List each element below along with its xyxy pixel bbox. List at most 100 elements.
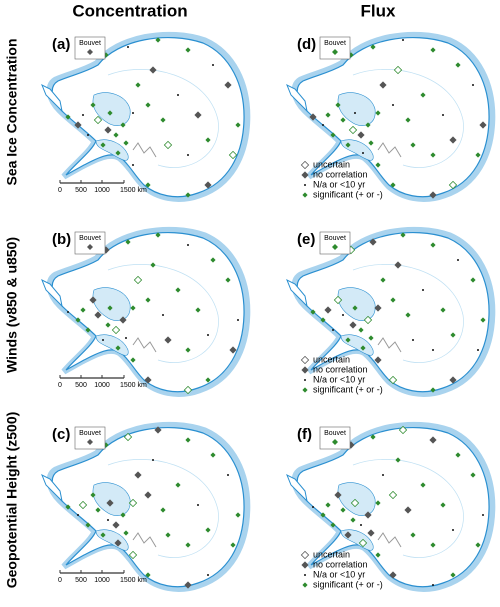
site-marker bbox=[184, 581, 192, 589]
site-marker bbox=[235, 122, 241, 128]
legend-marker bbox=[302, 582, 308, 588]
site-marker bbox=[362, 152, 364, 154]
site-marker bbox=[405, 117, 411, 123]
site-marker bbox=[100, 142, 106, 148]
scale-label: 0 bbox=[58, 577, 62, 584]
panel-label: (f) bbox=[297, 426, 312, 443]
site-marker bbox=[197, 504, 199, 506]
site-marker bbox=[357, 131, 365, 139]
site-marker bbox=[227, 474, 229, 476]
site-marker bbox=[90, 492, 96, 498]
site-marker bbox=[77, 514, 79, 516]
site-marker bbox=[332, 329, 334, 331]
site-marker bbox=[128, 498, 138, 508]
scale-label: 1500 km bbox=[120, 577, 147, 584]
site-marker bbox=[145, 182, 151, 188]
site-marker bbox=[420, 482, 426, 488]
site-marker bbox=[145, 297, 151, 303]
sea-ice-edge bbox=[291, 226, 496, 397]
site-marker bbox=[330, 522, 336, 528]
inset-marker bbox=[332, 244, 338, 250]
site-marker bbox=[449, 136, 457, 144]
site-marker bbox=[475, 542, 481, 548]
site-marker bbox=[103, 442, 109, 448]
site-marker bbox=[207, 574, 209, 576]
site-marker bbox=[440, 307, 446, 313]
site-marker bbox=[395, 457, 401, 463]
site-marker bbox=[152, 459, 154, 461]
site-marker bbox=[442, 114, 444, 116]
legend-marker bbox=[300, 160, 310, 170]
site-marker bbox=[177, 94, 179, 96]
map-panel: (c) Bouvet 0 500 1000 1500 km bbox=[41, 421, 251, 592]
site-marker bbox=[344, 531, 352, 539]
site-marker bbox=[120, 512, 126, 518]
site-marker bbox=[472, 84, 474, 86]
legend-marker bbox=[302, 387, 308, 393]
site-marker bbox=[175, 287, 181, 293]
site-marker bbox=[237, 319, 239, 321]
peninsula bbox=[286, 278, 308, 308]
site-marker bbox=[450, 572, 456, 578]
site-marker bbox=[352, 305, 358, 311]
site-marker bbox=[93, 115, 103, 125]
legend-label: significant (+ or -) bbox=[313, 384, 383, 394]
site-marker bbox=[430, 152, 436, 158]
site-marker bbox=[144, 491, 152, 499]
inset-label: Bouvet bbox=[324, 40, 346, 47]
site-marker bbox=[123, 432, 133, 442]
site-marker bbox=[185, 47, 191, 53]
site-marker bbox=[87, 134, 89, 136]
scale-label: 500 bbox=[75, 382, 87, 389]
site-marker bbox=[358, 538, 368, 548]
mountains bbox=[377, 142, 402, 158]
legend-label: no correlation bbox=[313, 559, 368, 569]
site-marker bbox=[429, 436, 437, 444]
site-marker bbox=[125, 239, 131, 245]
site-marker bbox=[388, 490, 398, 500]
site-marker bbox=[160, 507, 166, 513]
site-marker bbox=[144, 376, 152, 384]
contour bbox=[107, 69, 219, 168]
site-marker bbox=[470, 472, 476, 478]
site-marker bbox=[347, 441, 355, 449]
site-marker bbox=[340, 117, 346, 123]
mountains bbox=[132, 142, 157, 158]
legend-label: significant (+ or -) bbox=[313, 189, 383, 199]
site-marker bbox=[103, 52, 109, 58]
site-marker bbox=[230, 542, 236, 548]
site-marker bbox=[480, 317, 486, 323]
site-marker bbox=[225, 277, 231, 283]
peninsula bbox=[41, 83, 63, 113]
site-marker bbox=[374, 304, 382, 312]
column-title: Concentration bbox=[72, 1, 187, 20]
scale-label: 0 bbox=[58, 382, 62, 389]
sea-ice-edge bbox=[46, 421, 251, 592]
column-title: Flux bbox=[361, 1, 396, 20]
site-marker bbox=[470, 277, 476, 283]
site-marker bbox=[412, 339, 414, 341]
panel-label: (e) bbox=[297, 231, 315, 248]
site-marker bbox=[322, 124, 324, 126]
site-marker bbox=[65, 114, 71, 120]
site-marker bbox=[120, 122, 126, 128]
site-marker bbox=[310, 309, 316, 315]
inset-box bbox=[74, 231, 106, 255]
site-marker bbox=[102, 246, 110, 254]
site-marker bbox=[330, 132, 336, 138]
panel-label: (c) bbox=[52, 426, 70, 443]
sea-ice-edge bbox=[291, 31, 496, 202]
legend-marker bbox=[300, 355, 310, 365]
site-marker bbox=[360, 524, 362, 526]
site-marker bbox=[187, 244, 189, 246]
site-marker bbox=[388, 375, 398, 385]
site-marker bbox=[228, 150, 238, 160]
legend-label: no correlation bbox=[313, 364, 368, 374]
site-marker bbox=[105, 322, 111, 328]
site-marker bbox=[350, 517, 356, 523]
site-marker bbox=[132, 112, 134, 114]
site-marker bbox=[155, 232, 161, 238]
scale-label: 1500 km bbox=[120, 187, 147, 194]
site-marker bbox=[195, 307, 201, 313]
